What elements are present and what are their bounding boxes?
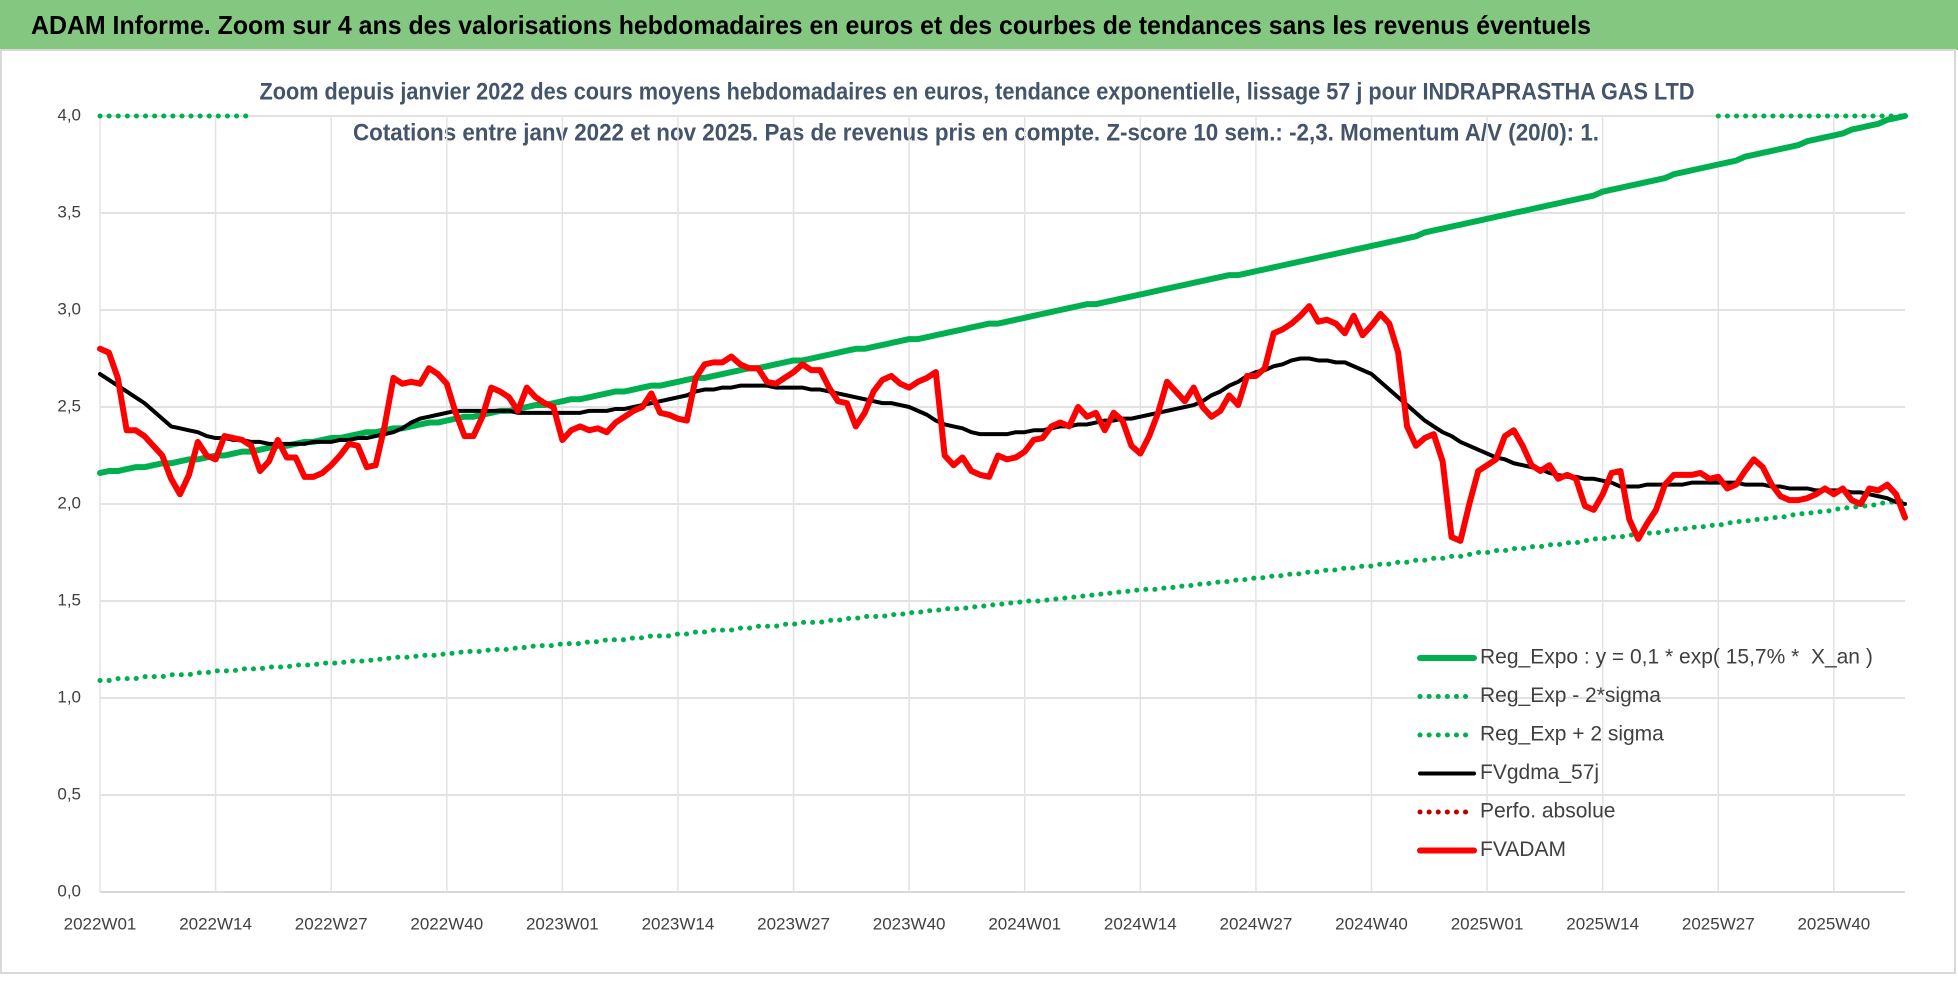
series-line <box>97 303 1908 544</box>
x-tick-label: 2024W40 <box>1335 914 1408 933</box>
y-tick-label: 2,5 <box>57 396 81 415</box>
x-tick-label: 2022W27 <box>295 914 368 933</box>
plot-lines <box>97 113 1908 684</box>
legend-label: FVgdma_57j <box>1480 761 1599 784</box>
legend-label: FVADAM <box>1480 838 1566 861</box>
x-tick-label: 2023W40 <box>873 914 946 933</box>
chart-subtitle: Cotations entre janv 2022 et nov 2025. P… <box>353 119 1599 146</box>
labels: 0,0 0,5 1,0 1,5 2,0 2,5 3,0 3,5 4,0 2022W01 2022W1… <box>57 105 1872 933</box>
header-bar <box>0 0 1958 50</box>
y-tick-label: 4,0 <box>57 105 81 124</box>
x-tick-label: 2025W14 <box>1566 914 1639 933</box>
chart-frame <box>0 49 1956 974</box>
x-tick-label: 2025W27 <box>1682 914 1755 933</box>
grid <box>99 115 1905 893</box>
y-tick-label: 2,0 <box>57 493 81 512</box>
x-tick-label: 2022W40 <box>410 914 483 933</box>
y-tick-label: 0,5 <box>57 784 81 803</box>
x-tick-label: 2023W01 <box>526 914 599 933</box>
x-tick-label: 2023W14 <box>642 914 715 933</box>
chart-title: ADAM Informe. Zoom sur 4 ans des valoris… <box>31 10 1591 40</box>
y-tick-label: 3,0 <box>57 299 81 318</box>
y-tick-label: 1,0 <box>57 687 81 706</box>
x-tick-label: 2025W40 <box>1797 914 1870 933</box>
y-tick-label: 0,0 <box>57 881 81 900</box>
chart-subtitle: Zoom depuis janvier 2022 des cours moyen… <box>260 78 1695 105</box>
x-tick-label: 2025W01 <box>1451 914 1524 933</box>
legend-label: Reg_Exp - 2*sigma <box>1480 684 1661 707</box>
x-tick-label: 2023W27 <box>757 914 830 933</box>
x-tick-label: 2024W27 <box>1220 914 1293 933</box>
y-tick-label: 3,5 <box>57 202 81 221</box>
legend-label: Reg_Exp + 2 sigma <box>1480 723 1664 746</box>
x-tick-label: 2022W01 <box>64 914 137 933</box>
x-tick-label: 2024W14 <box>1104 914 1177 933</box>
legend-label: Perfo. absolue <box>1480 800 1615 823</box>
x-tick-label: 2024W01 <box>988 914 1061 933</box>
legend-label: Reg_Expo : y = 0,1 * exp( 15,7% * X_an ) <box>1480 646 1873 669</box>
x-tick-label: 2022W14 <box>179 914 252 933</box>
series-line <box>98 356 1907 506</box>
series-line <box>97 497 1908 684</box>
y-tick-label: 1,5 <box>57 590 81 609</box>
